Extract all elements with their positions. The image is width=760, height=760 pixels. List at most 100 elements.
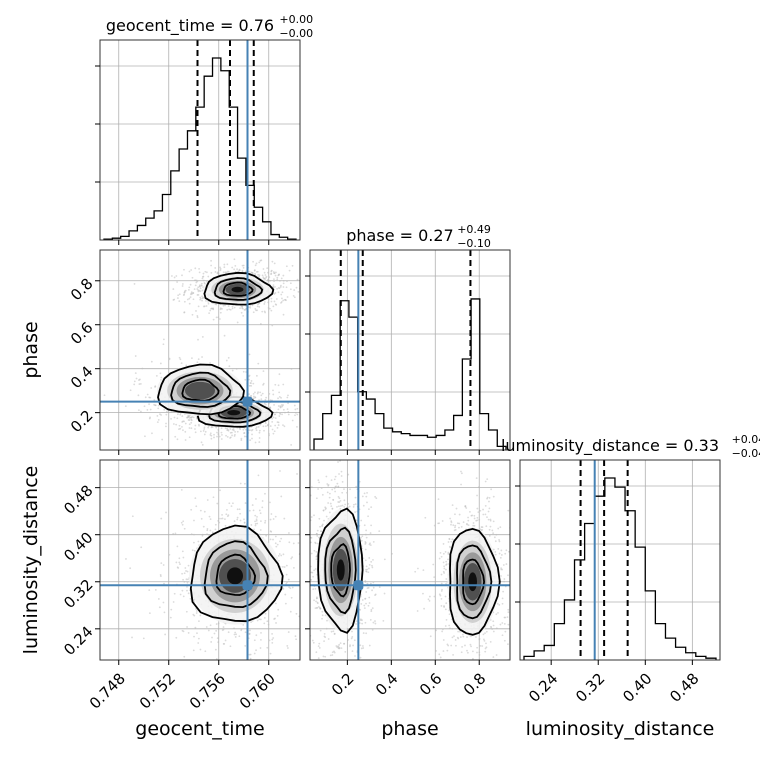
sample-point: [297, 592, 299, 594]
title-sub: −0.00: [279, 27, 313, 40]
sample-point: [255, 518, 258, 521]
sample-point: [310, 486, 313, 489]
sample-point: [257, 426, 260, 428]
sample-point: [179, 427, 182, 430]
sample-point: [360, 458, 362, 460]
sample-point: [276, 276, 279, 279]
sample-point: [475, 477, 478, 480]
sample-point: [337, 461, 339, 463]
sample-point: [370, 506, 373, 509]
sample-point: [279, 280, 281, 282]
sample-point: [225, 359, 228, 362]
sample-point: [271, 638, 274, 641]
sample-point: [365, 536, 368, 539]
sample-point: [310, 579, 313, 581]
sample-point: [220, 517, 222, 520]
sample-point: [172, 532, 175, 535]
sample-point: [284, 411, 286, 414]
sample-point: [131, 636, 133, 639]
sample-point: [295, 286, 298, 289]
sample-point: [275, 271, 277, 274]
panel-content: [520, 460, 720, 660]
sample-point: [286, 280, 288, 283]
sample-point: [290, 557, 293, 560]
sample-point: [178, 557, 181, 560]
sample-point: [518, 571, 520, 573]
sample-point: [222, 271, 225, 274]
density-level: [227, 410, 241, 416]
sample-point: [195, 612, 198, 614]
sample-point: [476, 651, 478, 654]
sample-point: [186, 626, 188, 628]
sample-point: [258, 261, 261, 264]
sample-point: [359, 644, 362, 647]
sample-point: [265, 396, 268, 399]
sample-point: [212, 496, 215, 499]
sample-point: [457, 637, 460, 640]
sample-point: [267, 623, 270, 626]
sample-point: [178, 424, 181, 427]
sample-point: [272, 538, 274, 541]
sample-point: [325, 515, 328, 518]
sample-point: [343, 505, 346, 508]
sample-point: [270, 272, 273, 275]
sample-point: [351, 630, 353, 633]
sample-point: [253, 652, 256, 655]
sample-point: [315, 550, 318, 553]
sample-point: [137, 409, 140, 412]
sample-point: [499, 556, 502, 559]
sample-point: [456, 522, 459, 525]
sample-point: [478, 637, 481, 640]
sample-point: [492, 548, 495, 551]
histogram-luminosity_distance: [523, 477, 717, 660]
sample-point: [149, 408, 152, 411]
sample-point: [452, 663, 454, 665]
sample-point: [250, 524, 253, 526]
sample-point: [307, 297, 309, 299]
sample-point: [490, 488, 493, 491]
sample-point: [332, 498, 335, 501]
sample-point: [234, 430, 237, 433]
sample-point: [315, 558, 318, 560]
sample-point: [338, 647, 341, 649]
sample-point: [489, 640, 492, 643]
sample-point: [375, 497, 378, 500]
sample-point: [281, 291, 284, 294]
sample-point: [439, 656, 442, 659]
sample-point: [269, 425, 272, 427]
sample-point: [196, 316, 199, 319]
sample-point: [139, 410, 142, 413]
sample-point: [355, 454, 357, 456]
sample-point: [279, 406, 282, 408]
sample-point: [184, 289, 187, 292]
sample-point: [445, 602, 448, 605]
sample-point: [203, 426, 206, 429]
sample-point: [496, 602, 499, 605]
sample-point: [302, 576, 304, 578]
sample-point: [454, 639, 457, 641]
sample-point: [337, 501, 340, 503]
sample-point: [349, 644, 351, 647]
sample-point: [206, 533, 208, 536]
sample-point: [175, 275, 178, 277]
sample-point: [168, 358, 171, 361]
sample-point: [481, 528, 484, 531]
sample-point: [176, 281, 178, 283]
sample-point: [148, 612, 151, 615]
sample-point: [312, 413, 314, 415]
sample-point: [272, 637, 275, 639]
sample-point: [500, 567, 503, 570]
sample-point: [284, 593, 287, 596]
sample-point: [301, 508, 303, 510]
sample-point: [273, 668, 275, 670]
sample-point: [165, 422, 167, 425]
sample-point: [155, 374, 158, 377]
sample-point: [502, 590, 505, 593]
sample-point: [256, 522, 259, 525]
sample-point: [318, 517, 321, 520]
sample-point: [484, 632, 486, 635]
sample-point: [156, 421, 159, 424]
sample-point: [361, 622, 364, 625]
sample-point: [283, 425, 286, 428]
